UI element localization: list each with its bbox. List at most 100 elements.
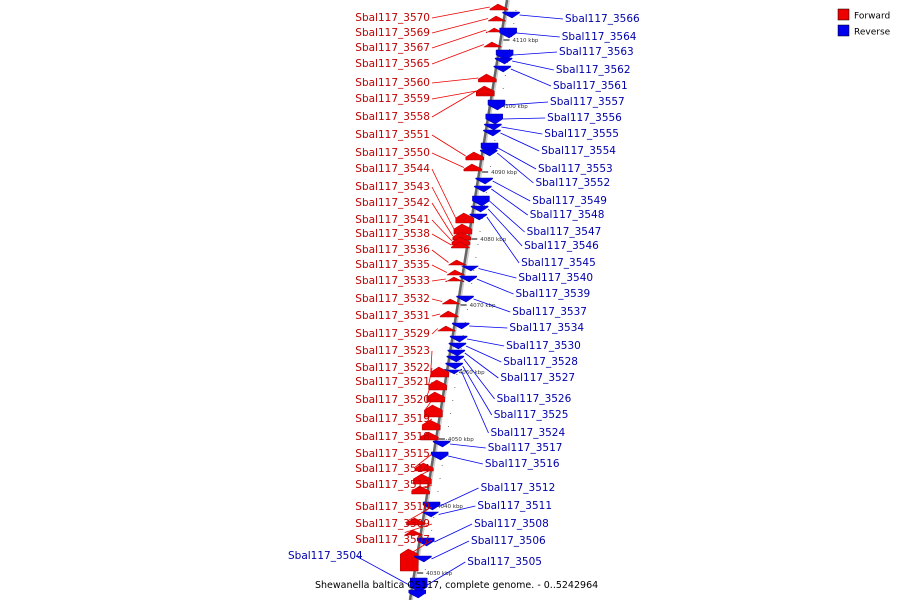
gene-label-forward: Sbal117_3507 (355, 534, 430, 546)
gene-connector-forward (431, 328, 439, 335)
gene-feature-forward (487, 15, 507, 22)
gene-label-reverse: Sbal117_3511 (477, 500, 552, 512)
gene-connector-reverse (439, 487, 479, 507)
gene-label-forward: Sbal117_3521 (355, 376, 430, 388)
gene-feature-reverse (484, 123, 502, 131)
gene-connector-forward (431, 298, 443, 302)
gene-label-reverse: Sbal117_3530 (506, 340, 581, 352)
gene-connector-reverse (448, 455, 483, 465)
gene-feature-forward (453, 223, 473, 235)
gene-connector-reverse (473, 298, 511, 313)
minor-tick (504, 75, 506, 76)
gene-feature-reverse (444, 368, 462, 375)
gene-label-reverse: Sbal117_3564 (562, 31, 637, 43)
gene-feature-reverse (416, 537, 435, 547)
gene-feature-reverse (459, 275, 478, 283)
gene-feature-reverse (445, 362, 463, 370)
tick-label: 4060 kbp (459, 370, 485, 376)
gene-connector-reverse (434, 523, 473, 543)
minor-tick (454, 387, 456, 388)
gene-label-reverse: Sbal117_3525 (494, 409, 569, 421)
minor-tick (513, 23, 515, 24)
gene-label-forward: Sbal117_3538 (355, 228, 430, 240)
gene-connector-forward (406, 506, 433, 522)
gene-feature-reverse (447, 349, 466, 357)
gene-label-reverse: Sbal117_3552 (535, 177, 610, 189)
gene-connector-forward (431, 134, 466, 157)
gene-feature-reverse (414, 555, 432, 563)
gene-label-forward: Sbal117_3509 (355, 518, 430, 530)
legend-label-forward: Forward (854, 12, 890, 22)
gene-label-reverse: Sbal117_3508 (474, 518, 549, 530)
minor-tick (479, 231, 481, 232)
gene-feature-forward (451, 241, 470, 249)
minor-tick (456, 374, 458, 375)
minor-tick (473, 270, 475, 271)
gene-label-reverse: Sbal117_3549 (532, 195, 607, 207)
gene-label-forward: Sbal117_3560 (355, 77, 430, 89)
gene-label-forward: Sbal117_3520 (355, 394, 430, 406)
gene-connector-forward (420, 435, 433, 438)
minor-tick (477, 244, 479, 245)
minor-tick (424, 569, 426, 570)
gene-connector-forward (431, 44, 484, 65)
gene-connector-reverse (478, 268, 517, 279)
gene-feature-forward (482, 41, 502, 48)
gene-label-reverse: Sbal117_3563 (559, 46, 634, 58)
gene-connector-reverse (513, 51, 558, 56)
minor-tick (445, 439, 447, 440)
gene-label-forward: Sbal117_3522 (355, 362, 430, 374)
minor-tick (485, 192, 487, 193)
gene-feature-reverse (494, 57, 513, 65)
gene-feature-reverse (470, 205, 489, 213)
gene-label-reverse: Sbal117_3517 (488, 442, 563, 454)
gene-connector-forward (431, 219, 453, 242)
tick-label: 4050 kbp (448, 437, 474, 443)
minor-tick (462, 335, 464, 336)
gene-connector-forward (431, 264, 448, 273)
gene-connector-reverse (463, 358, 495, 400)
gene-label-reverse: Sbal117_3540 (518, 272, 593, 284)
gene-feature-reverse (485, 113, 503, 125)
gene-connector-reverse (486, 216, 520, 264)
gene-label-reverse: Sbal117_3547 (527, 226, 602, 238)
gene-label-forward: Sbal117_3514 (355, 463, 430, 475)
minor-tick (481, 218, 483, 219)
gene-feature-reverse (422, 501, 441, 511)
gene-label-forward: Sbal117_3541 (355, 214, 430, 226)
gene-connector-forward (415, 453, 433, 468)
minor-tick (509, 49, 511, 50)
gene-connector-forward (424, 399, 433, 412)
gene-connector-reverse (355, 555, 426, 595)
gene-feature-forward (406, 517, 425, 526)
gene-label-reverse: Sbal117_3555 (544, 128, 619, 140)
tick-label: 4030 kbp (426, 571, 452, 577)
gene-label-reverse: Sbal117_3527 (500, 372, 575, 384)
minor-tick (437, 491, 439, 492)
gene-label-forward: Sbal117_3529 (355, 328, 430, 340)
gene-label-reverse: Sbal117_3553 (538, 163, 613, 175)
gene-connector-forward (431, 152, 465, 168)
gene-label-reverse: Sbal117_3528 (503, 356, 578, 368)
minor-tick (483, 205, 485, 206)
gene-connector-reverse (431, 540, 470, 560)
caption: Shewanella baltica OS117, complete genom… (315, 580, 598, 591)
gene-feature-forward (420, 431, 439, 441)
gene-label-forward: Sbal117_3523 (355, 345, 430, 357)
tick-label: 4100 kbp (502, 104, 528, 110)
gene-connector-reverse (492, 180, 531, 202)
gene-connector-reverse (516, 32, 560, 38)
gene-connector-forward (431, 313, 441, 317)
tick-label: 4040 kbp (437, 504, 463, 510)
gene-connector-reverse (461, 371, 489, 434)
gene-connector-forward (428, 367, 433, 386)
gene-connector-forward (431, 186, 455, 230)
gene-feature-forward (489, 3, 509, 11)
gene-label-forward: Sbal117_3536 (355, 244, 430, 256)
gene-label-forward: Sbal117_3570 (355, 12, 430, 24)
gene-feature-reverse (483, 129, 501, 137)
gene-label-forward: Sbal117_3559 (355, 93, 430, 105)
gene-feature-forward (445, 269, 465, 276)
gene-label-forward: Sbal117_3531 (355, 310, 430, 322)
